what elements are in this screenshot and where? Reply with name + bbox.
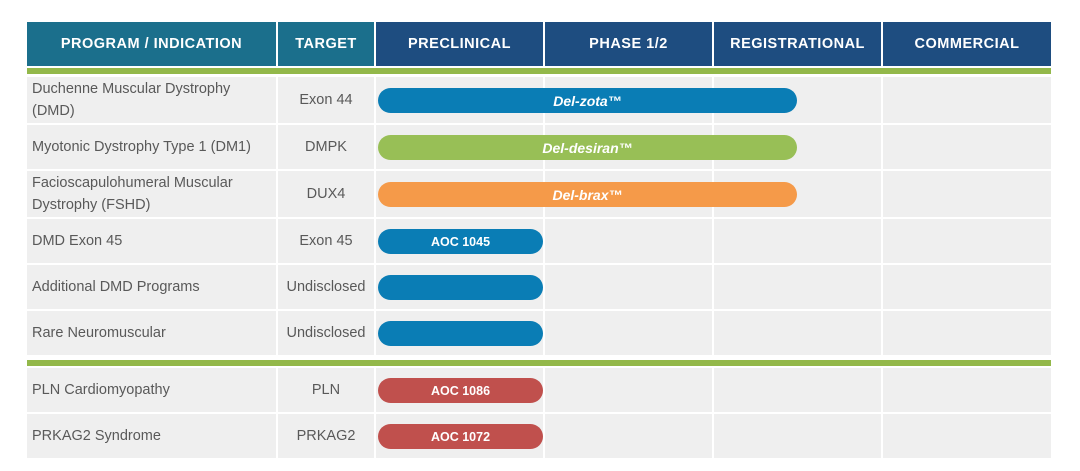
stage-cell	[883, 414, 1051, 458]
column-header-phase-1-2: PHASE 1/2	[545, 22, 712, 66]
pipeline-row: Facioscapulohumeral Muscular Dystrophy (…	[27, 171, 1051, 217]
program-bar-del-brax: Del-brax™	[378, 182, 797, 207]
program-cell: Facioscapulohumeral Muscular Dystrophy (…	[27, 171, 276, 217]
stage-cell	[714, 265, 881, 309]
stage-cell	[545, 219, 712, 263]
pipeline-row: PLN Cardiomyopathy PLN AOC 1086	[27, 368, 1051, 412]
program-bar-del-desiran: Del-desiran™	[378, 135, 797, 160]
pipeline-row: Additional DMD Programs Undisclosed	[27, 265, 1051, 309]
pipeline-row: Rare Neuromuscular Undisclosed	[27, 311, 1051, 355]
section-divider	[27, 68, 1051, 74]
stage-cell	[714, 368, 881, 412]
target-cell: PLN	[278, 368, 374, 412]
program-bar-aoc-1086: AOC 1086	[378, 378, 543, 403]
program-cell: Myotonic Dystrophy Type 1 (DM1)	[27, 125, 276, 169]
program-bar-aoc-1045: AOC 1045	[378, 229, 543, 254]
stage-cell	[883, 219, 1051, 263]
program-cell: PRKAG2 Syndrome	[27, 414, 276, 458]
program-cell: DMD Exon 45	[27, 219, 276, 263]
stage-cell	[883, 368, 1051, 412]
pipeline-table: PROGRAM / INDICATION TARGET PRECLINICAL PHA…	[27, 22, 1051, 462]
stage-cell	[545, 414, 712, 458]
stage-cell	[714, 219, 881, 263]
program-cell: Rare Neuromuscular	[27, 311, 276, 355]
column-header-registrational: REGISTRATIONAL	[714, 22, 881, 66]
stage-cell	[545, 368, 712, 412]
pipeline-row: DMD Exon 45 Exon 45 AOC 1045	[27, 219, 1051, 263]
stage-cell	[883, 125, 1051, 169]
pipeline-row: Myotonic Dystrophy Type 1 (DM1) DMPK Del-d…	[27, 125, 1051, 169]
program-bar-aoc-1072: AOC 1072	[378, 424, 543, 449]
column-header-program-indication: PROGRAM / INDICATION	[27, 22, 276, 66]
target-cell: Undisclosed	[278, 265, 374, 309]
column-header-preclinical: PRECLINICAL	[376, 22, 543, 66]
program-cell: PLN Cardiomyopathy	[27, 368, 276, 412]
program-cell: Additional DMD Programs	[27, 265, 276, 309]
stage-cell	[883, 265, 1051, 309]
program-bar	[378, 275, 543, 300]
pipeline-row: PRKAG2 Syndrome PRKAG2 AOC 1072	[27, 414, 1051, 458]
stage-cell	[883, 311, 1051, 355]
target-cell: PRKAG2	[278, 414, 374, 458]
target-cell: Exon 45	[278, 219, 374, 263]
section-divider	[27, 360, 1051, 366]
program-bar	[378, 321, 543, 346]
program-cell: Duchenne Muscular Dystrophy (DMD)	[27, 77, 276, 123]
stage-cell	[883, 171, 1051, 217]
stage-cell	[883, 77, 1051, 123]
pipeline-row: Duchenne Muscular Dystrophy (DMD) Exon 44…	[27, 77, 1051, 123]
program-bar-del-zota: Del-zota™	[378, 88, 797, 113]
column-header-target: TARGET	[278, 22, 374, 66]
target-cell: Exon 44	[278, 77, 374, 123]
stage-cell	[545, 311, 712, 355]
stage-cell	[714, 311, 881, 355]
stage-cell	[545, 265, 712, 309]
target-cell: DMPK	[278, 125, 374, 169]
target-cell: DUX4	[278, 171, 374, 217]
stage-cell	[714, 414, 881, 458]
target-cell: Undisclosed	[278, 311, 374, 355]
column-header-commercial: COMMERCIAL	[883, 22, 1051, 66]
